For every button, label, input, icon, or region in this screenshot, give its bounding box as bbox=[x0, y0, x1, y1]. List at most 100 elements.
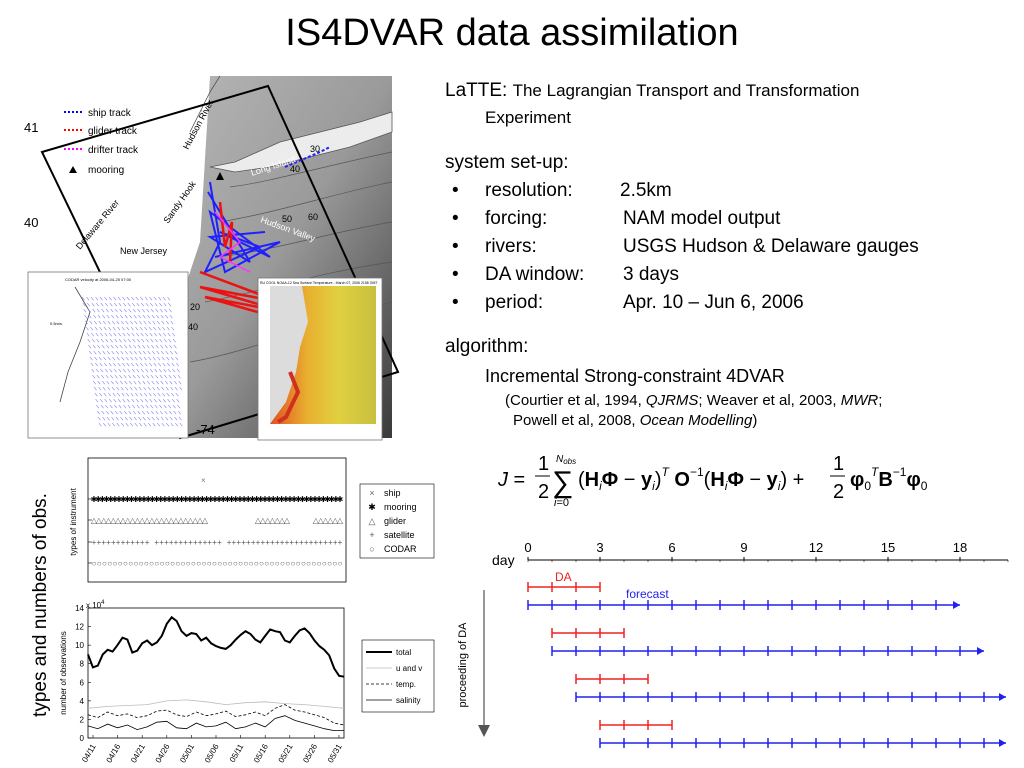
codar-arrow bbox=[99, 296, 103, 301]
codar-arrow bbox=[115, 314, 119, 319]
forecast-arrow-head bbox=[999, 739, 1006, 747]
codar-arrow bbox=[178, 380, 182, 385]
codar-marker: ○ bbox=[317, 559, 322, 568]
mooring-marker: ✱ bbox=[291, 495, 298, 504]
y-tick-label: 10 bbox=[75, 641, 84, 650]
codar-arrow bbox=[171, 362, 175, 367]
glider-marker: △ bbox=[91, 516, 98, 525]
mooring-marker: ✱ bbox=[212, 495, 219, 504]
codar-arrow bbox=[157, 392, 161, 397]
satellite-marker: + bbox=[183, 538, 188, 547]
glider-marker: △ bbox=[202, 516, 209, 525]
long-island bbox=[209, 111, 393, 173]
codar-arrow bbox=[166, 326, 170, 331]
y-tick-label: 4 bbox=[80, 697, 85, 706]
codar-arrow bbox=[148, 326, 152, 331]
codar-arrow bbox=[113, 398, 117, 403]
codar-arrow bbox=[97, 350, 101, 355]
satellite-marker: + bbox=[203, 538, 208, 547]
codar-arrow bbox=[148, 422, 152, 427]
codar-arrow bbox=[130, 356, 134, 361]
codar-arrow bbox=[133, 314, 137, 319]
timeline-tick-label: 9 bbox=[740, 540, 747, 555]
codar-arrow bbox=[105, 410, 109, 415]
codar-arrow bbox=[112, 326, 116, 331]
bullet-resolution: • resolution: 2.5km bbox=[452, 180, 672, 201]
codar-marker: ○ bbox=[222, 559, 227, 568]
codar-arrow bbox=[114, 374, 118, 379]
codar-arrow bbox=[100, 368, 104, 373]
codar-arrow bbox=[173, 380, 177, 385]
svg-text:φ0TB−1φ0: φ0TB−1φ0 bbox=[850, 465, 928, 493]
codar-arrow bbox=[160, 380, 164, 385]
obs-count-legend: total u and v temp. salinity bbox=[361, 639, 435, 713]
codar-arrow bbox=[167, 362, 171, 367]
codar-arrow bbox=[123, 338, 127, 343]
mooring-marker: ✱ bbox=[132, 495, 139, 504]
codar-arrow bbox=[164, 308, 168, 313]
codar-arrow bbox=[166, 392, 170, 397]
codar-arrow bbox=[106, 416, 110, 421]
codar-arrow bbox=[84, 314, 88, 319]
codar-arrow bbox=[152, 386, 156, 391]
mooring-marker: ✱ bbox=[266, 495, 273, 504]
mooring-marker: ✱ bbox=[153, 495, 160, 504]
codar-arrow bbox=[117, 398, 121, 403]
codar-arrow bbox=[126, 398, 130, 403]
codar-arrow bbox=[116, 422, 120, 427]
codar-arrow bbox=[176, 398, 180, 403]
codar-arrow bbox=[159, 374, 163, 379]
codar-arrow bbox=[160, 350, 164, 355]
codar-arrow bbox=[103, 422, 107, 427]
codar-marker: ○ bbox=[249, 559, 254, 568]
glider-marker: △ bbox=[313, 516, 320, 525]
codar-arrow bbox=[121, 422, 125, 427]
codar-marker: ○ bbox=[296, 559, 301, 568]
codar-arrow bbox=[92, 374, 96, 379]
codar-arrow bbox=[108, 392, 112, 397]
codar-arrow bbox=[175, 356, 179, 361]
timeline-tick-label: 18 bbox=[953, 540, 967, 555]
codar-arrow bbox=[161, 422, 165, 427]
codar-arrow bbox=[152, 356, 156, 361]
codar-arrow bbox=[176, 362, 180, 367]
codar-arrow bbox=[102, 314, 106, 319]
codar-arrow bbox=[156, 350, 160, 355]
mooring-marker: ✱ bbox=[312, 495, 319, 504]
codar-arrow bbox=[123, 302, 127, 307]
codar-arrow bbox=[102, 350, 106, 355]
codar-arrow bbox=[132, 308, 136, 313]
codar-arrow bbox=[163, 368, 167, 373]
glider-marker: △ bbox=[163, 516, 170, 525]
codar-arrow bbox=[134, 320, 138, 325]
satellite-marker: + bbox=[285, 538, 290, 547]
proceeding-arrow-head bbox=[478, 725, 490, 737]
codar-arrow bbox=[169, 314, 173, 319]
satellite-marker: + bbox=[314, 538, 319, 547]
codar-arrow bbox=[159, 338, 163, 343]
mooring-marker: ✱ bbox=[295, 495, 302, 504]
codar-arrow bbox=[119, 410, 123, 415]
reference-line-1: (Courtier et al, 1994, QJRMS; Weaver et … bbox=[505, 392, 882, 409]
codar-arrow bbox=[123, 410, 127, 415]
codar-arrow bbox=[100, 404, 104, 409]
ship-marker: × bbox=[201, 476, 206, 485]
codar-marker: ○ bbox=[254, 559, 259, 568]
mooring-marker: ✱ bbox=[232, 495, 239, 504]
codar-arrow bbox=[147, 416, 151, 421]
map-legend: ship track glider track drifter track mo… bbox=[64, 108, 139, 176]
contour-label: 40 bbox=[188, 322, 198, 332]
glider-marker: △ bbox=[134, 516, 141, 525]
y-tick-label: 8 bbox=[80, 660, 85, 669]
da-label: DA bbox=[555, 570, 572, 584]
glider-marker: △ bbox=[274, 516, 281, 525]
codar-marker: ○ bbox=[186, 559, 191, 568]
legend-mooring: mooring bbox=[88, 165, 124, 176]
x-tick-label: 05/06 bbox=[203, 742, 221, 764]
codar-arrow bbox=[147, 314, 151, 319]
satellite-marker: + bbox=[260, 538, 265, 547]
mooring-marker: ✱ bbox=[278, 495, 285, 504]
glider-marker: △ bbox=[332, 516, 339, 525]
codar-arrow bbox=[97, 344, 101, 349]
codar-scale: 0.5m/s bbox=[50, 321, 62, 326]
